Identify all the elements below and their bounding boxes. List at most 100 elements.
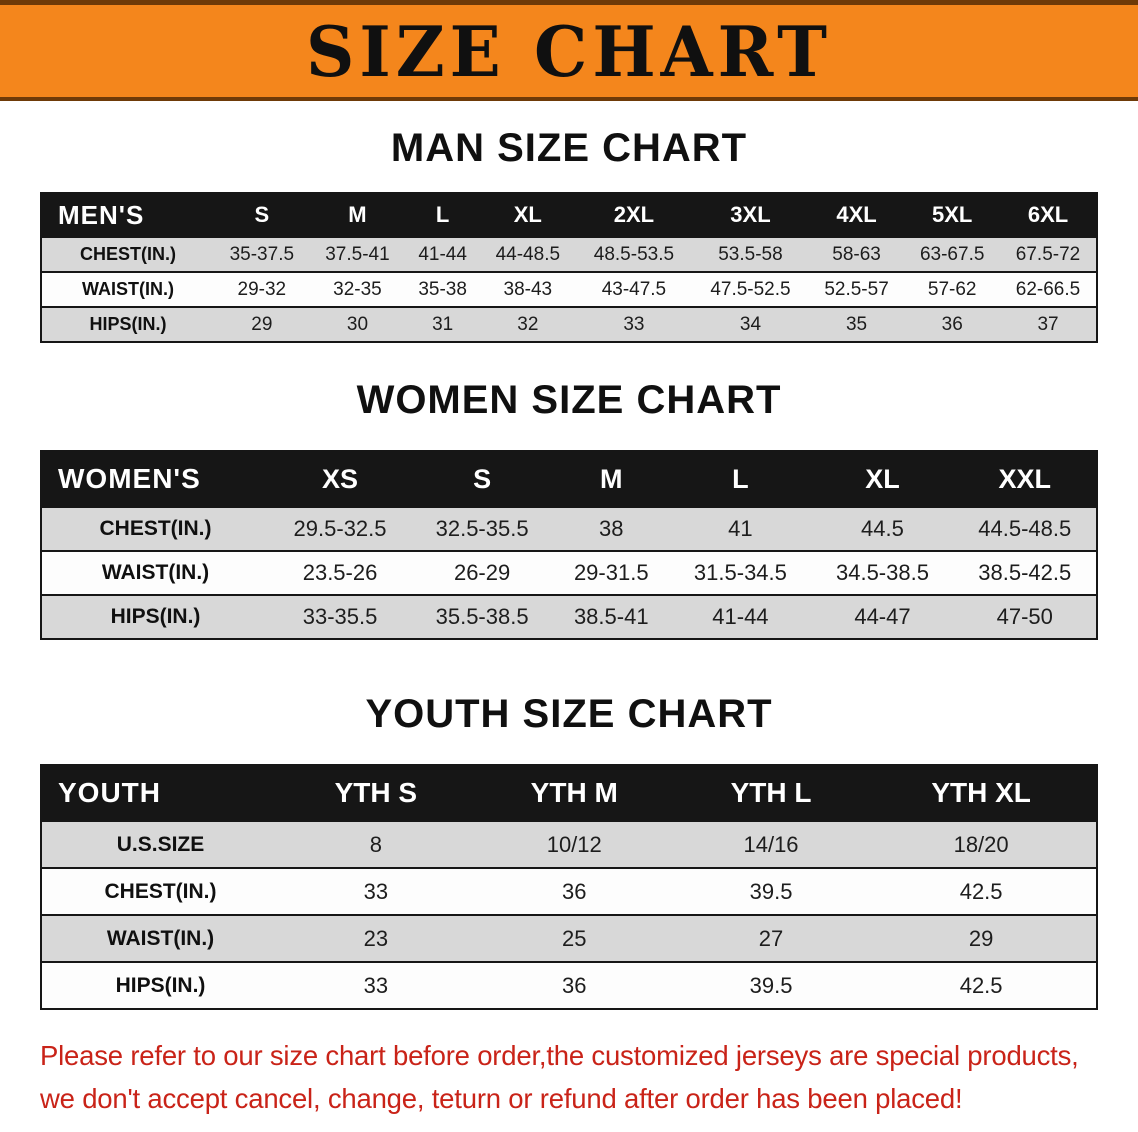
measurement-value-cell: 36 — [561, 878, 587, 904]
table-row: WAIST(IN.) 23.5-26 26-29 29-31.5 31.5-34.5 34… — [41, 551, 1097, 595]
page-title: SIZE CHART — [305, 9, 832, 93]
table-row: HIPS(IN.) 33-35.5 35.5-38.5 38.5-41 41-44 44-… — [41, 595, 1097, 639]
size-column-header: 4XL — [808, 193, 905, 237]
measurement-value-cell: 38.5-42.5 — [978, 560, 1072, 585]
measurement-value-cell: 35-38 — [418, 278, 467, 300]
measurement-value-cell: 32 — [517, 313, 539, 335]
measurement-value-cell: 44.5 — [861, 516, 904, 541]
size-column-header: XL — [811, 451, 954, 507]
measurement-value-cell: 58-63 — [832, 243, 881, 265]
measurement-value-cell: 44-47 — [854, 604, 911, 629]
measurement-value-cell: 31 — [432, 313, 454, 335]
title-banner: SIZE CHART — [0, 0, 1138, 101]
measurement-value-cell: 62-66.5 — [1015, 278, 1081, 300]
measurement-value-cell: 32-35 — [333, 278, 382, 300]
row-label-cell: WAIST(IN.) — [106, 926, 215, 950]
table-row: CHEST(IN.) 35-37.5 37.5-41 41-44 44-48.5 48.5… — [41, 237, 1097, 272]
men-section-title: MAN SIZE CHART — [390, 126, 748, 170]
women-size-chart-section: WOMEN SIZE CHART WOMEN'S XS S M L XL XXL CHEST(… — [0, 343, 1138, 640]
measurement-value-cell: 29-31.5 — [573, 560, 649, 585]
measurement-value-cell: 35.5-38.5 — [435, 604, 529, 629]
size-column-header: YTH L — [675, 765, 867, 821]
table-group-label: YOUTH — [41, 765, 279, 821]
size-column-header: L — [405, 193, 480, 237]
measurement-value-cell: 29 — [251, 313, 273, 335]
measurement-value-cell: 30 — [346, 313, 369, 335]
row-label-cell: CHEST(IN.) — [99, 517, 212, 540]
size-column-header: 6XL — [1000, 193, 1097, 237]
size-column-header: L — [669, 451, 812, 507]
measurement-value-cell: 47-50 — [996, 604, 1053, 629]
measurement-value-cell: 34.5-38.5 — [835, 560, 929, 585]
size-column-header: YTH S — [279, 765, 473, 821]
table-row: WAIST(IN.) 23 25 27 29 — [41, 915, 1097, 962]
measurement-value-cell: 26-29 — [453, 560, 511, 585]
table-group-label: MEN'S — [41, 193, 214, 237]
size-column-header: S — [411, 451, 554, 507]
size-column-header: 2XL — [575, 193, 693, 237]
measurement-value-cell: 41 — [728, 516, 753, 541]
size-column-header: M — [309, 193, 406, 237]
measurement-value-cell: 37 — [1037, 313, 1059, 335]
measurement-value-cell: 33 — [363, 878, 389, 904]
measurement-value-cell: 48.5-53.5 — [593, 243, 675, 265]
measurement-value-cell: 34 — [739, 313, 762, 335]
measurement-value-cell: 33 — [623, 313, 645, 335]
men-size-chart-section: MAN SIZE CHART MEN'S S M L XL 2XL 3XL 4XL 5XL 6XL… — [0, 101, 1138, 343]
youth-size-chart-section: YOUTH SIZE CHART YOUTH YTH S YTH M YTH L YTH… — [0, 640, 1138, 1010]
measurement-value-cell: 36 — [941, 313, 963, 335]
youth-size-table: YOUTH YTH S YTH M YTH L YTH XL U.S.SIZE 8 10/12… — [40, 764, 1098, 1010]
measurement-value-cell: 42.5 — [959, 878, 1003, 904]
measurement-value-cell: 29 — [968, 925, 994, 951]
table-row: CHEST(IN.) 29.5-32.5 32.5-35.5 38 41 44.5 44.5… — [41, 507, 1097, 551]
size-column-header: M — [553, 451, 670, 507]
row-label-cell: CHEST(IN.) — [80, 244, 176, 264]
row-label-cell: HIPS(IN.) — [89, 314, 167, 334]
measurement-value-cell: 32.5-35.5 — [435, 516, 529, 541]
measurement-value-cell: 53.5-58 — [718, 243, 783, 265]
size-column-header: XL — [480, 193, 576, 237]
measurement-value-cell: 41-44 — [712, 604, 769, 629]
measurement-value-cell: 67.5-72 — [1015, 243, 1081, 265]
measurement-value-cell: 35-37.5 — [229, 243, 295, 265]
measurement-value-cell: 25 — [561, 925, 587, 951]
row-label-cell: WAIST(IN.) — [101, 561, 210, 584]
measurement-value-cell: 33-35.5 — [302, 604, 378, 629]
measurement-value-cell: 42.5 — [959, 972, 1003, 998]
measurement-value-cell: 41-44 — [418, 243, 467, 265]
measurement-value-cell: 23 — [363, 925, 389, 951]
women-section-title: WOMEN SIZE CHART — [356, 378, 782, 422]
disclaimer-note: Please refer to our size chart before or… — [40, 1035, 1138, 1120]
row-label-cell: CHEST(IN.) — [104, 879, 217, 903]
measurement-value-cell: 44.5-48.5 — [978, 516, 1072, 541]
table-header-row: WOMEN'S XS S M L XL XXL — [41, 451, 1097, 507]
measurement-value-cell: 27 — [758, 925, 784, 951]
disclaimer-line-1: Please refer to our size chart before or… — [40, 1040, 1079, 1071]
measurement-value-cell: 52.5-57 — [824, 278, 889, 300]
table-group-label: WOMEN'S — [41, 451, 269, 507]
measurement-value-cell: 10/12 — [546, 831, 602, 857]
measurement-value-cell: 18/20 — [953, 831, 1009, 857]
table-row: HIPS(IN.) 29 30 31 32 33 34 35 36 37 — [41, 307, 1097, 342]
measurement-value-cell: 47.5-52.5 — [710, 278, 791, 300]
women-size-table: WOMEN'S XS S M L XL XXL CHEST(IN.) 29.5-32.5 32.5… — [40, 450, 1098, 640]
table-row: HIPS(IN.) 33 36 39.5 42.5 — [41, 962, 1097, 1009]
measurement-value-cell: 38 — [599, 516, 624, 541]
table-row: CHEST(IN.) 33 36 39.5 42.5 — [41, 868, 1097, 915]
size-column-header: 5XL — [904, 193, 1001, 237]
size-column-header: XS — [269, 451, 412, 507]
table-header-row: MEN'S S M L XL 2XL 3XL 4XL 5XL 6XL — [41, 193, 1097, 237]
men-size-table: MEN'S S M L XL 2XL 3XL 4XL 5XL 6XL CHEST(IN.) 35-37… — [40, 192, 1098, 343]
size-column-header: XXL — [953, 451, 1097, 507]
measurement-value-cell: 57-62 — [927, 278, 977, 300]
row-label-cell: U.S.SIZE — [116, 832, 205, 856]
measurement-value-cell: 31.5-34.5 — [693, 560, 787, 585]
measurement-value-cell: 8 — [369, 831, 382, 857]
table-row: U.S.SIZE 8 10/12 14/16 18/20 — [41, 821, 1097, 868]
row-label-cell: HIPS(IN.) — [110, 605, 201, 628]
measurement-value-cell: 36 — [561, 972, 587, 998]
measurement-value-cell: 39.5 — [749, 972, 793, 998]
measurement-value-cell: 14/16 — [743, 831, 799, 857]
size-column-header: 3XL — [692, 193, 809, 237]
